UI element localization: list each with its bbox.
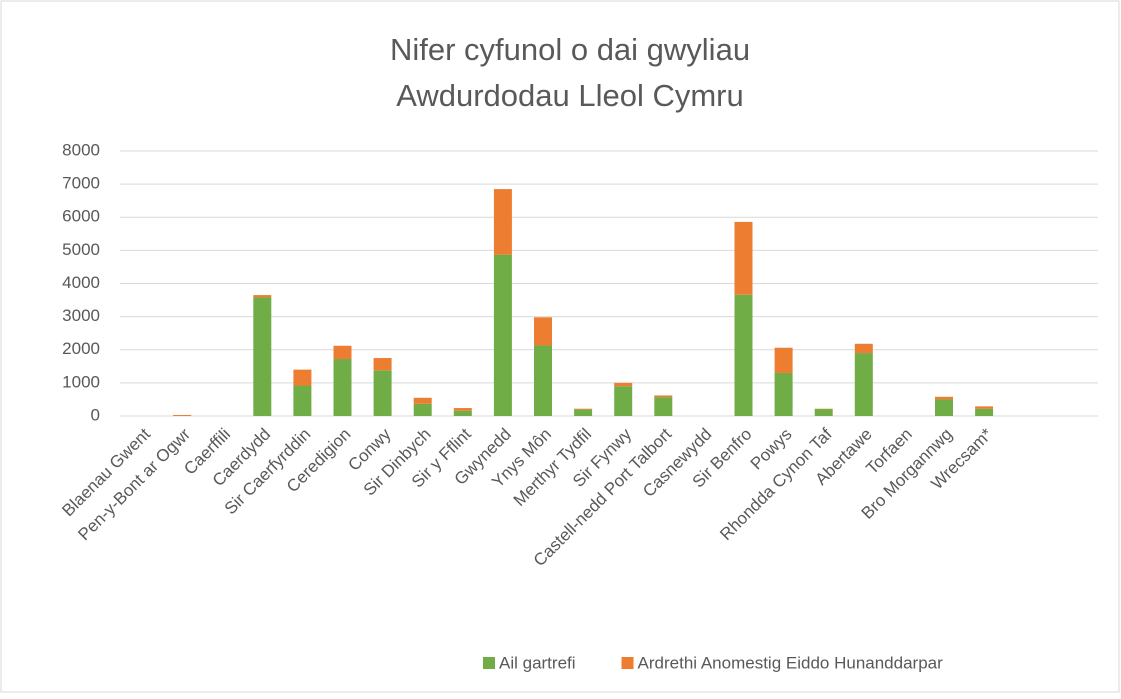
bar-segment — [253, 295, 271, 297]
bar-segment — [855, 353, 873, 416]
bar-segment — [975, 409, 993, 416]
bar-segment — [494, 189, 512, 255]
bar-segment — [935, 399, 953, 416]
y-tick-label: 6000 — [62, 207, 100, 226]
chart-title: Awdurdodau Lleol Cymru — [396, 78, 744, 113]
y-tick-label: 3000 — [62, 306, 100, 325]
bar-segment — [293, 370, 311, 386]
bar-segment — [975, 406, 993, 408]
bar-segment — [855, 344, 873, 353]
y-tick-label: 2000 — [62, 339, 100, 358]
bar-segment — [935, 397, 953, 400]
chart-title: Nifer cyfunol o dai gwyliau — [390, 32, 750, 67]
bar-segment — [775, 348, 793, 373]
bar-segment — [173, 415, 191, 416]
bar-segment — [494, 255, 512, 416]
bar-segment — [735, 222, 753, 295]
bar-segment — [654, 397, 672, 416]
y-tick-label: 1000 — [62, 372, 100, 391]
legend-swatch — [622, 657, 634, 669]
bar-segment — [454, 408, 472, 411]
bar-segment — [574, 409, 592, 410]
y-tick-label: 4000 — [62, 273, 100, 292]
bar-segment — [293, 386, 311, 416]
y-tick-label: 7000 — [62, 174, 100, 193]
bar-segment — [614, 383, 632, 386]
bar-segment — [374, 358, 392, 370]
bar-segment — [414, 404, 432, 416]
bar-segment — [334, 346, 352, 359]
bar-segment — [534, 345, 552, 416]
bar-segment — [614, 386, 632, 416]
bar-segment — [374, 370, 392, 416]
y-tick-label: 5000 — [62, 240, 100, 259]
bar-segment — [654, 395, 672, 397]
bar-segment — [414, 398, 432, 404]
bar-segment — [334, 359, 352, 416]
legend-swatch — [483, 657, 495, 669]
bar-segment — [454, 411, 472, 416]
bar-segment — [253, 297, 271, 416]
bar-segment — [775, 373, 793, 416]
legend-label: Ail gartrefi — [499, 653, 576, 672]
bar-segment — [735, 295, 753, 416]
y-tick-label: 8000 — [62, 140, 100, 159]
legend-label: Ardrethi Anomestig Eiddo Hunanddarpar — [638, 653, 944, 672]
bar-segment — [534, 317, 552, 345]
y-tick-label: 0 — [91, 405, 100, 424]
bar-segment — [815, 409, 833, 416]
bar-segment — [574, 409, 592, 416]
